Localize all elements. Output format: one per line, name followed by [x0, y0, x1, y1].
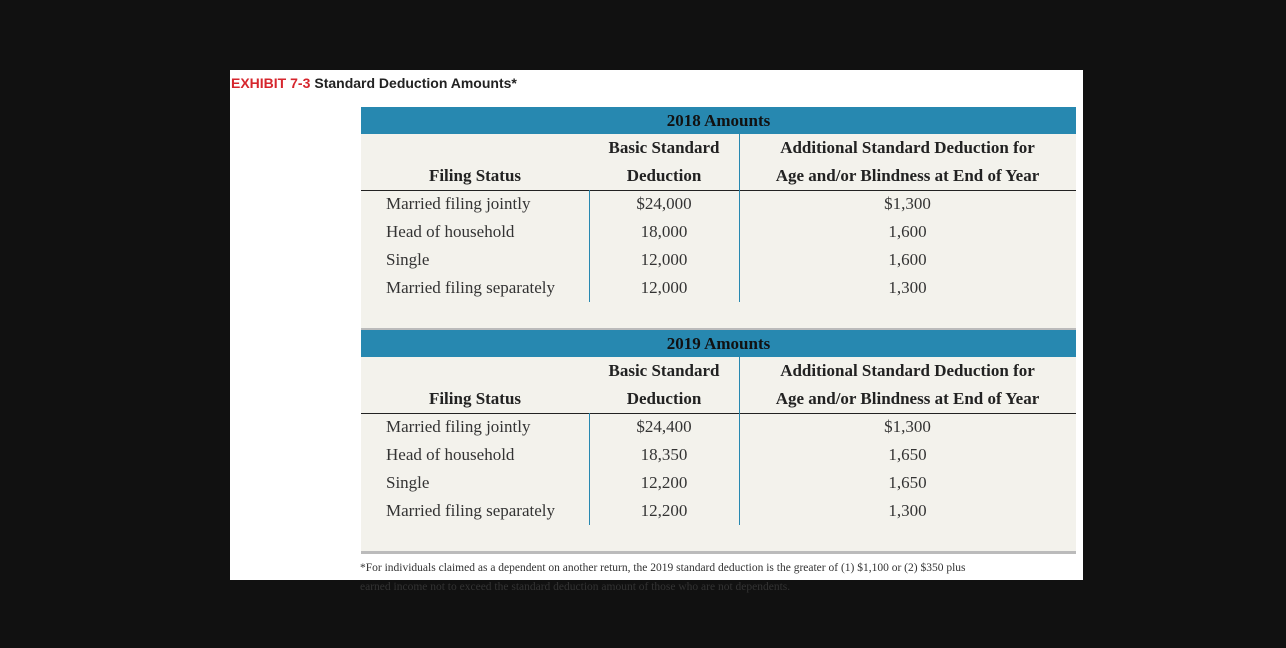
row-label: Single [386, 250, 430, 269]
column-header: Deduction [626, 389, 702, 408]
column-header: Filing Status [428, 389, 522, 408]
exhibit-header: EXHIBIT 7-3 Standard Deduction Amounts* [231, 75, 517, 91]
column-header: Age and/or Blindness at End of Year [775, 389, 1040, 408]
table: 2019 Amounts Filing Status Basic Standard D… [361, 330, 1076, 554]
table-cell: 18,350 [640, 445, 688, 464]
column-header: Filing Status [428, 166, 522, 185]
table-cell: 12,000 [640, 250, 688, 269]
table-title: 2019 Amounts [361, 330, 1076, 357]
footnote: *For individuals claimed as a dependent … [360, 562, 966, 574]
column-header: Basic Standard [608, 138, 720, 157]
column-header: Additional Standard Deduction for [780, 361, 1035, 380]
table-cell: 1,300 [888, 501, 927, 520]
header-rule [361, 190, 1076, 191]
table-cell: 1,600 [888, 222, 927, 241]
column-header: Age and/or Blindness at End of Year [775, 166, 1040, 185]
table-cell: 1,600 [888, 250, 927, 269]
row-label: Married filing jointly [386, 194, 531, 213]
column-divider [589, 190, 590, 302]
exhibit-panel: EXHIBIT 7-3 Standard Deduction Amounts* 2… [230, 70, 1083, 593]
column-header: Basic Standard [608, 361, 720, 380]
exhibit-label: EXHIBIT 7-3 [231, 75, 311, 91]
column-header: Deduction [626, 166, 702, 185]
table-cell: 12,200 [640, 473, 688, 492]
table-cell: $24,400 [636, 417, 692, 436]
table-cell: 1,650 [888, 445, 927, 464]
row-label: Head of household [386, 445, 515, 464]
column-divider [589, 413, 590, 525]
table-cell: $24,000 [636, 194, 692, 213]
table-cell: 1,650 [888, 473, 927, 492]
table-cell: $1,300 [884, 417, 931, 436]
column-divider [739, 134, 740, 302]
row-label: Married filing jointly [386, 417, 531, 436]
table-cell: 12,000 [640, 278, 688, 297]
row-label: Head of household [386, 222, 515, 241]
column-header: Additional Standard Deduction for [780, 138, 1035, 157]
row-label: Married filing separately [386, 501, 555, 520]
table-title: 2018 Amounts [361, 107, 1076, 134]
footnote: earned income not to exceed the standard… [360, 581, 791, 593]
row-label: Single [386, 473, 430, 492]
table: 2018 Amounts Filing Status Basic Standard D… [361, 107, 1076, 331]
header-rule [361, 413, 1076, 414]
table-cell: $1,300 [884, 194, 931, 213]
table-bottom-rule [361, 551, 1076, 554]
exhibit-title: Standard Deduction Amounts* [314, 75, 517, 91]
table-cell: 1,300 [888, 278, 927, 297]
table-bottom-rule [361, 328, 1076, 331]
column-divider [739, 357, 740, 525]
table-cell: 18,000 [640, 222, 688, 241]
table-cell: 12,200 [640, 501, 688, 520]
row-label: Married filing separately [386, 278, 555, 297]
